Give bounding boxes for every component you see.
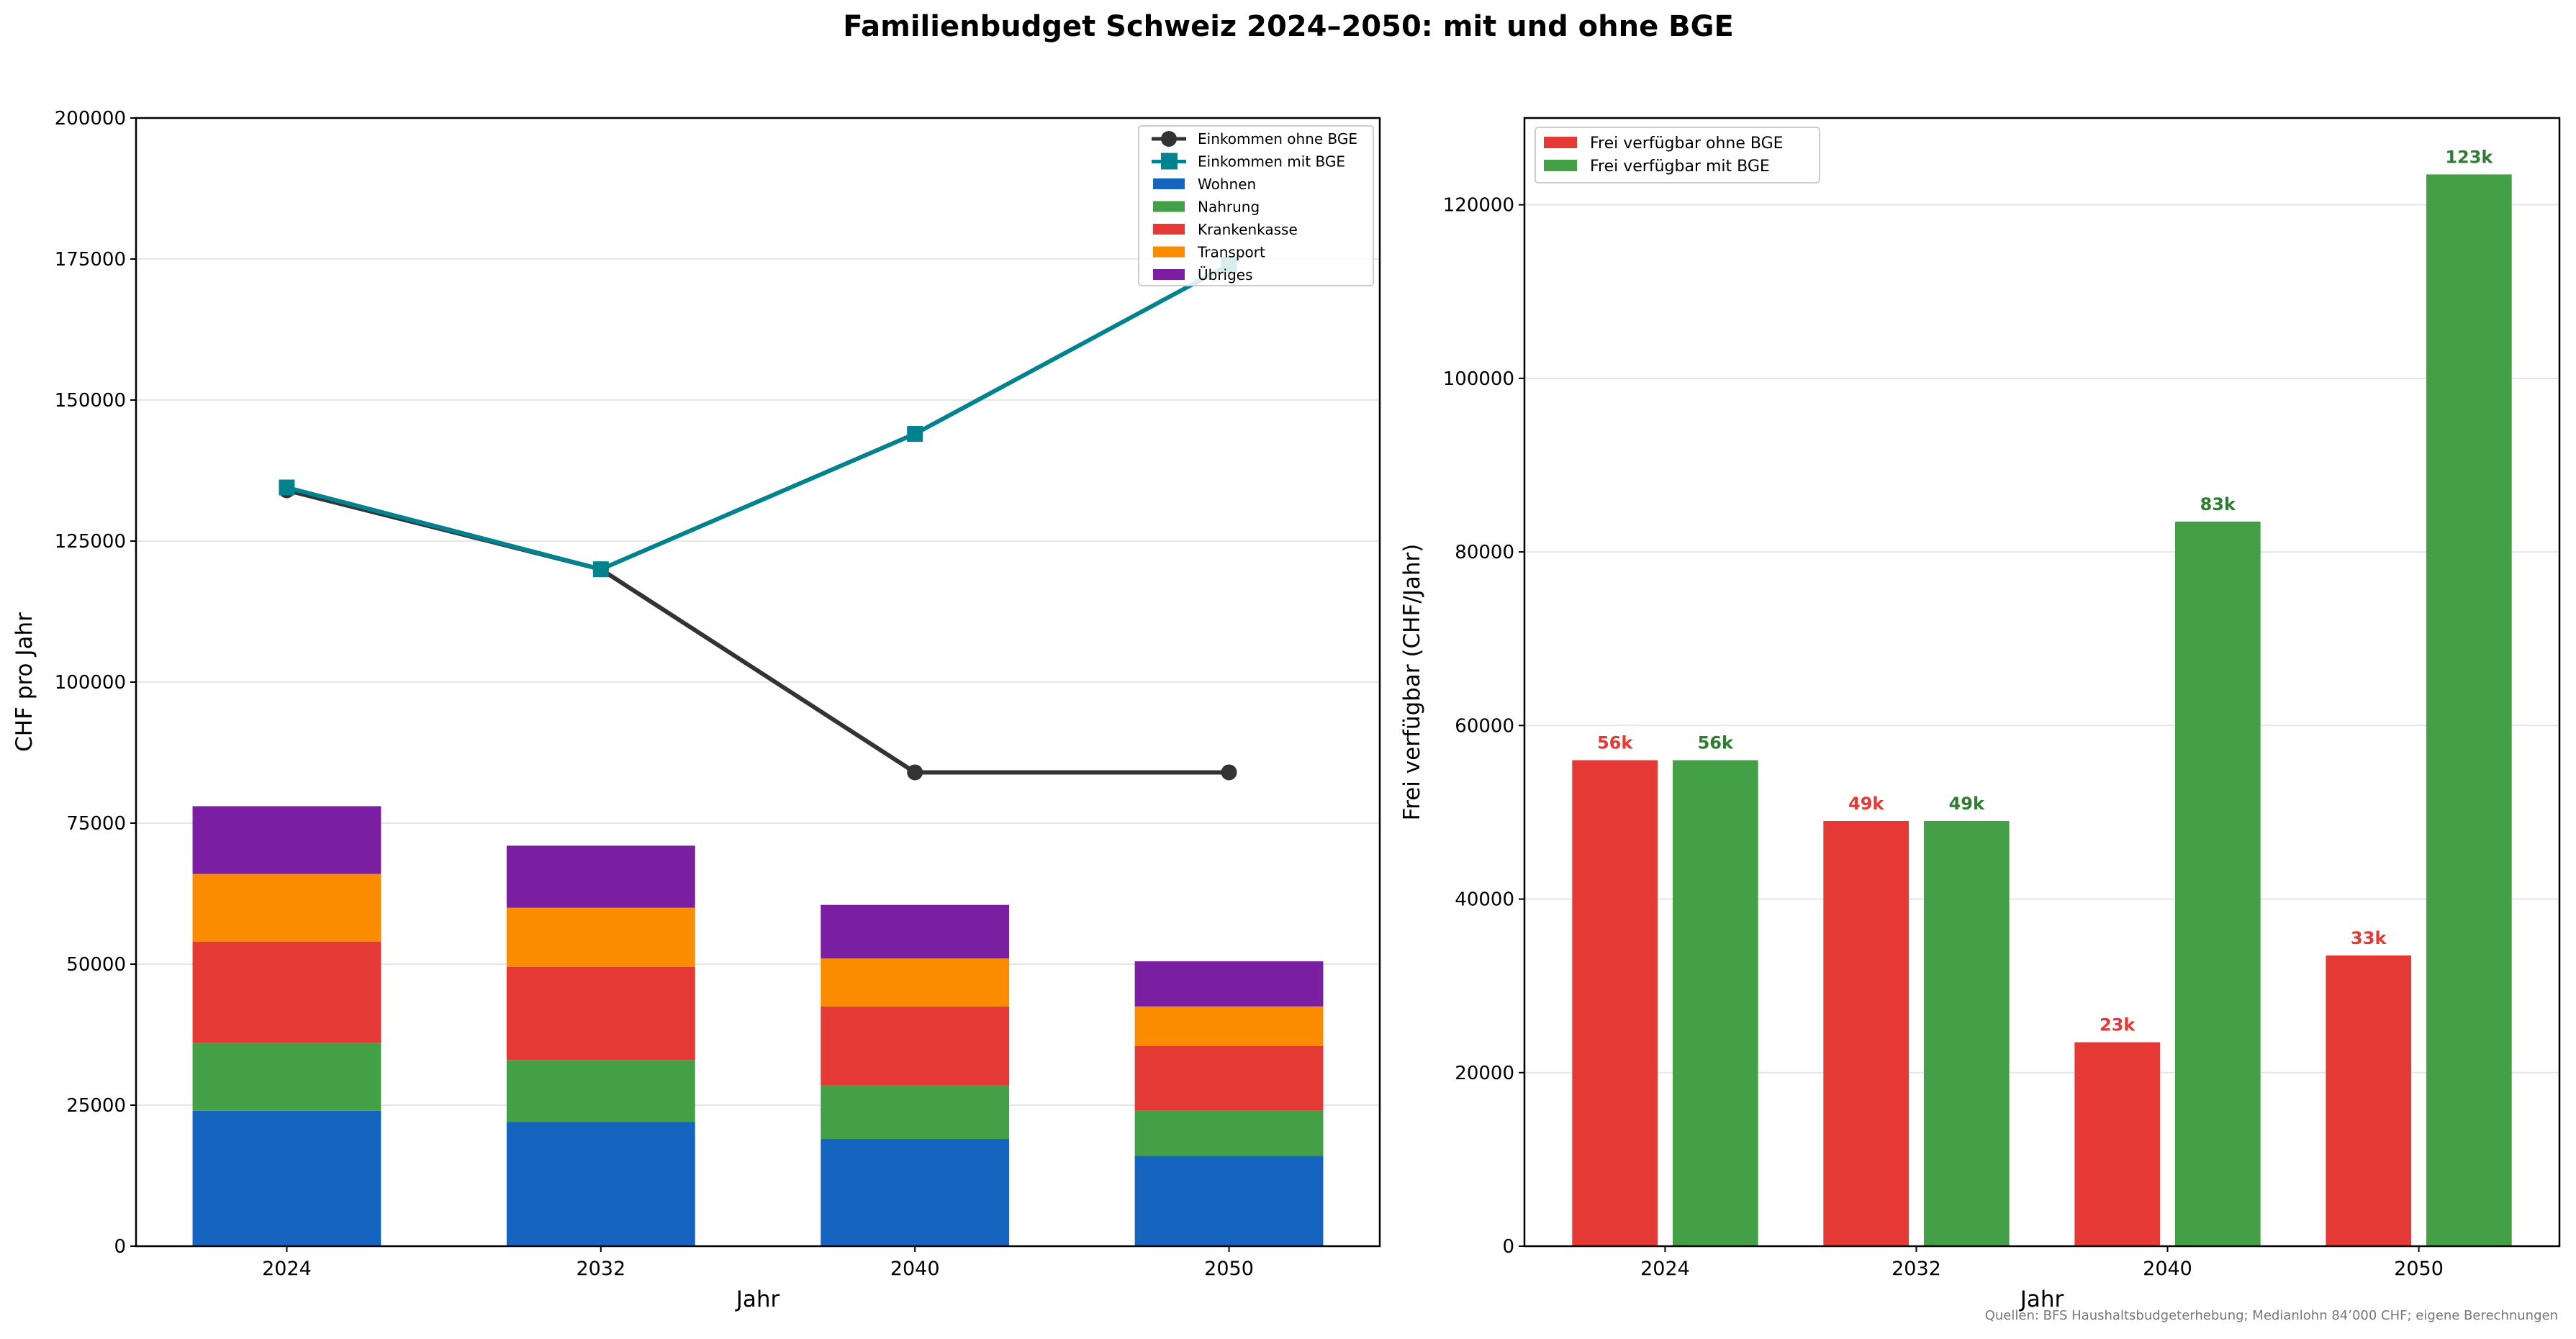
y-tick-label: 40000 — [1455, 889, 1514, 911]
bar-krankenkasse — [506, 966, 695, 1061]
value-label: 23k — [2100, 1015, 2136, 1035]
bar-briges — [821, 904, 1010, 959]
legend-marker-icon — [1161, 131, 1177, 147]
legend-label: Transport — [1197, 244, 1265, 261]
y-tick-label: 120000 — [1443, 195, 1514, 217]
value-label: 56k — [1698, 733, 1734, 753]
x-tick-label: 2040 — [890, 1258, 940, 1280]
legend-label: Einkommen ohne BGE — [1198, 130, 1357, 147]
marker-point — [279, 479, 295, 496]
legend-label: Frei verfügbar ohne BGE — [1590, 135, 1784, 153]
marker-point — [592, 561, 609, 578]
x-tick-label: 2050 — [1204, 1258, 1254, 1280]
y-tick-label: 80000 — [1455, 542, 1514, 563]
value-label: 123k — [2445, 147, 2493, 167]
x-tick-label: 2032 — [576, 1258, 625, 1280]
marker-point — [1221, 764, 1237, 781]
bar-transport — [192, 873, 381, 942]
legend-swatch — [1153, 178, 1185, 189]
y-tick-label: 20000 — [1455, 1063, 1514, 1084]
legend-swatch — [1153, 224, 1185, 235]
x-tick-label: 2024 — [1640, 1258, 1690, 1280]
legend-label: Frei verfügbar mit BGE — [1590, 158, 1770, 176]
line-ohne-bge — [286, 488, 1229, 775]
legend-marker-icon — [1161, 153, 1178, 170]
line-mit-bge — [286, 263, 1230, 572]
x-tick-label: 2040 — [2143, 1258, 2192, 1280]
bar-frei-ohne-bge — [1823, 820, 1910, 1246]
x-axis-label: Jahr — [735, 1286, 780, 1312]
y-tick-label: 0 — [1502, 1236, 1514, 1258]
y-tick-label: 200000 — [55, 108, 126, 130]
bar-wohnen — [192, 1110, 381, 1246]
bar-wohnen — [1134, 1156, 1324, 1246]
bar-frei-ohne-bge — [2326, 955, 2412, 1246]
legend — [1535, 127, 1820, 183]
y-tick-label: 175000 — [55, 249, 126, 271]
bar-krankenkasse — [821, 1006, 1010, 1086]
bar-briges — [1134, 961, 1324, 1007]
y-axis-label: Frei verfügbar (CHF/Jahr) — [1399, 544, 1425, 821]
bar-briges — [506, 845, 695, 908]
x-axis-label: Jahr — [2019, 1286, 2064, 1312]
y-tick-label: 100000 — [1443, 368, 1514, 390]
y-tick-label: 0 — [114, 1236, 126, 1258]
value-label: 49k — [1949, 794, 1985, 814]
axes-frame — [135, 117, 1381, 1248]
legend-swatch — [1153, 269, 1185, 280]
y-tick-label: 75000 — [66, 813, 126, 835]
x-tick-label: 2024 — [262, 1258, 312, 1280]
legend-label: Einkommen mit BGE — [1198, 153, 1345, 171]
bar-wohnen — [821, 1139, 1010, 1246]
legend-label: Nahrung — [1198, 199, 1260, 216]
legend-swatch — [1544, 137, 1577, 148]
source-note: Quellen: BFS Haushaltsbudgeterhebung; Me… — [1985, 1308, 2558, 1323]
legend-label: Übriges — [1198, 266, 1253, 283]
bar-briges — [192, 806, 381, 874]
bar-transport — [1134, 1006, 1324, 1046]
bar-nahrung — [1134, 1110, 1324, 1156]
value-label: 83k — [2200, 494, 2236, 514]
bar-frei-mit-bge — [1672, 760, 1758, 1246]
y-axis-label: CHF pro Jahr — [12, 612, 37, 752]
bar-nahrung — [821, 1085, 1010, 1140]
y-tick-label: 150000 — [55, 390, 126, 412]
y-tick-label: 60000 — [1455, 715, 1514, 737]
value-label: 49k — [1848, 794, 1884, 814]
axes-frame — [1523, 117, 2561, 1248]
right-chart: 0 20000 40000 60000 80000 100000 120000 2024 203… — [1399, 117, 2561, 1312]
legend-swatch — [1153, 246, 1185, 258]
marker-point — [907, 764, 923, 781]
y-tick-label: 100000 — [55, 672, 126, 694]
legend-label: Krankenkasse — [1198, 221, 1298, 238]
bar-frei-mit-bge — [2174, 521, 2261, 1246]
bar-frei-mit-bge — [2426, 174, 2512, 1246]
bar-frei-mit-bge — [1923, 820, 2010, 1246]
y-tick-label: 125000 — [55, 531, 126, 553]
y-tick-label: 50000 — [66, 954, 126, 976]
bar-wohnen — [506, 1122, 695, 1246]
legend — [1138, 125, 1374, 286]
value-label: 56k — [1597, 733, 1633, 753]
legend-label: Wohnen — [1198, 176, 1256, 193]
legend-swatch — [1153, 201, 1185, 212]
left-chart: 0 25000 50000 75000 100000 125000 150000 175000… — [12, 108, 1381, 1312]
y-tick-label: 25000 — [66, 1095, 126, 1117]
bar-krankenkasse — [192, 941, 381, 1043]
bar-frei-ohne-bge — [1572, 760, 1658, 1246]
bar-nahrung — [192, 1043, 381, 1111]
value-label: 33k — [2351, 928, 2387, 948]
marker-point — [907, 426, 923, 442]
bar-nahrung — [506, 1060, 695, 1122]
bar-krankenkasse — [1134, 1045, 1324, 1111]
figure-title: Familienbudget Schweiz 2024–2050: mit un… — [843, 10, 1734, 43]
x-tick-label: 2050 — [2394, 1258, 2444, 1280]
x-tick-label: 2032 — [1892, 1258, 1941, 1280]
bar-frei-ohne-bge — [2074, 1042, 2161, 1246]
bar-transport — [821, 958, 1010, 1007]
legend-swatch — [1544, 160, 1577, 171]
bar-transport — [506, 907, 695, 967]
